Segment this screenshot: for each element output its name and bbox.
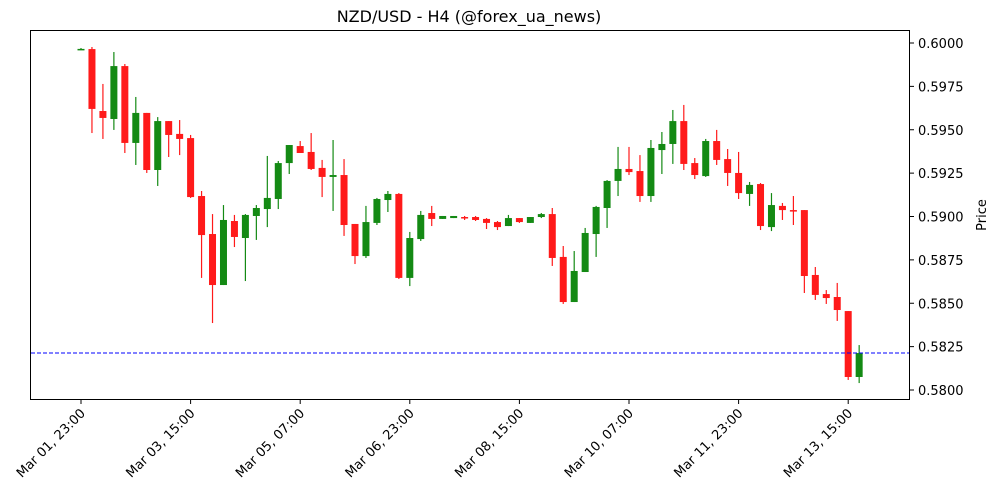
candle bbox=[395, 193, 403, 279]
candle bbox=[428, 205, 436, 227]
candle bbox=[789, 196, 797, 226]
x-tick-label: Mar 08, 15:00 bbox=[452, 406, 527, 481]
candle bbox=[439, 215, 447, 219]
candle bbox=[647, 139, 655, 202]
candle bbox=[132, 96, 140, 165]
candle bbox=[77, 48, 85, 51]
candle bbox=[833, 282, 841, 321]
candle bbox=[450, 215, 458, 219]
candle bbox=[767, 193, 775, 232]
y-tick-label: 0.5975 bbox=[918, 80, 964, 95]
candle bbox=[340, 159, 348, 236]
candle bbox=[757, 183, 765, 231]
candle bbox=[680, 104, 688, 171]
candle bbox=[592, 205, 600, 257]
candle bbox=[472, 215, 480, 222]
candle bbox=[252, 205, 260, 240]
candle bbox=[110, 52, 118, 130]
candle bbox=[307, 133, 315, 171]
candle bbox=[296, 141, 304, 153]
candle bbox=[800, 210, 808, 294]
candle bbox=[230, 214, 238, 248]
candle bbox=[778, 202, 786, 220]
candle bbox=[351, 223, 359, 265]
candle bbox=[483, 218, 491, 229]
candle bbox=[318, 159, 326, 198]
candles-layer bbox=[77, 46, 863, 384]
candle bbox=[99, 83, 107, 139]
x-tick-label: Mar 05, 07:00 bbox=[233, 406, 308, 481]
x-axis: Mar 01, 23:00 Mar 03, 15:00 Mar 05, 07:00 M… bbox=[14, 400, 856, 481]
candle bbox=[274, 160, 282, 210]
candle bbox=[504, 214, 512, 227]
candle bbox=[548, 207, 556, 266]
candle bbox=[603, 180, 611, 228]
x-tick-label: Mar 06, 23:00 bbox=[343, 406, 418, 481]
x-tick-label: Mar 03, 15:00 bbox=[124, 406, 199, 481]
y-tick-label: 0.5900 bbox=[918, 211, 964, 226]
x-tick-label: Mar 13, 15:00 bbox=[781, 406, 856, 481]
candle bbox=[669, 109, 677, 164]
candle bbox=[88, 46, 96, 134]
candle bbox=[461, 215, 469, 220]
candle bbox=[219, 205, 227, 286]
candle bbox=[526, 217, 534, 223]
candle bbox=[658, 132, 666, 174]
candle bbox=[581, 227, 589, 273]
candle bbox=[373, 197, 381, 226]
y-tick-label: 0.5950 bbox=[918, 124, 964, 139]
y-tick-label: 0.5825 bbox=[918, 341, 964, 356]
x-tick-label: Mar 11, 23:00 bbox=[672, 406, 747, 481]
candle bbox=[515, 218, 523, 223]
y-tick-label: 0.5850 bbox=[918, 297, 964, 312]
candle bbox=[241, 214, 249, 282]
candle bbox=[636, 155, 644, 202]
candle bbox=[746, 181, 754, 206]
candle bbox=[285, 145, 293, 174]
candle bbox=[691, 158, 699, 180]
candle bbox=[559, 245, 567, 304]
candle bbox=[735, 151, 743, 199]
candle bbox=[121, 63, 129, 153]
candle bbox=[855, 345, 863, 384]
candle bbox=[187, 134, 195, 198]
candle bbox=[417, 210, 425, 241]
candle bbox=[811, 266, 819, 300]
candle bbox=[822, 290, 830, 304]
candle bbox=[176, 120, 184, 156]
candle bbox=[384, 190, 392, 212]
candle bbox=[154, 117, 162, 186]
candle bbox=[570, 251, 578, 303]
x-tick-label: Mar 10, 07:00 bbox=[562, 406, 637, 481]
candle bbox=[198, 190, 206, 278]
candle bbox=[143, 112, 151, 173]
candle bbox=[625, 146, 633, 176]
chart-title: NZD/USD - H4 (@forex_ua_news) bbox=[337, 7, 602, 27]
x-tick-label: Mar 01, 23:00 bbox=[14, 406, 89, 481]
candle bbox=[165, 121, 173, 157]
y-tick-label: 0.5925 bbox=[918, 167, 964, 182]
y-tick-label: 0.5875 bbox=[918, 254, 964, 269]
y-axis-label: Price bbox=[975, 199, 990, 231]
y-axis: 0.6000 0.5975 0.5950 0.5925 0.5900 0.5875 0.58… bbox=[910, 37, 964, 399]
candle bbox=[362, 205, 370, 258]
plot-frame bbox=[30, 30, 910, 400]
candle bbox=[263, 155, 271, 228]
candle bbox=[406, 231, 414, 287]
candle bbox=[614, 146, 622, 197]
candle bbox=[209, 214, 217, 324]
candle bbox=[493, 221, 501, 231]
candle bbox=[537, 213, 545, 219]
y-tick-label: 0.6000 bbox=[918, 37, 964, 52]
y-tick-label: 0.5800 bbox=[918, 384, 964, 399]
candle bbox=[844, 311, 852, 380]
candle bbox=[713, 129, 721, 165]
candle bbox=[724, 149, 732, 186]
candle bbox=[702, 138, 710, 177]
candle bbox=[329, 139, 337, 211]
